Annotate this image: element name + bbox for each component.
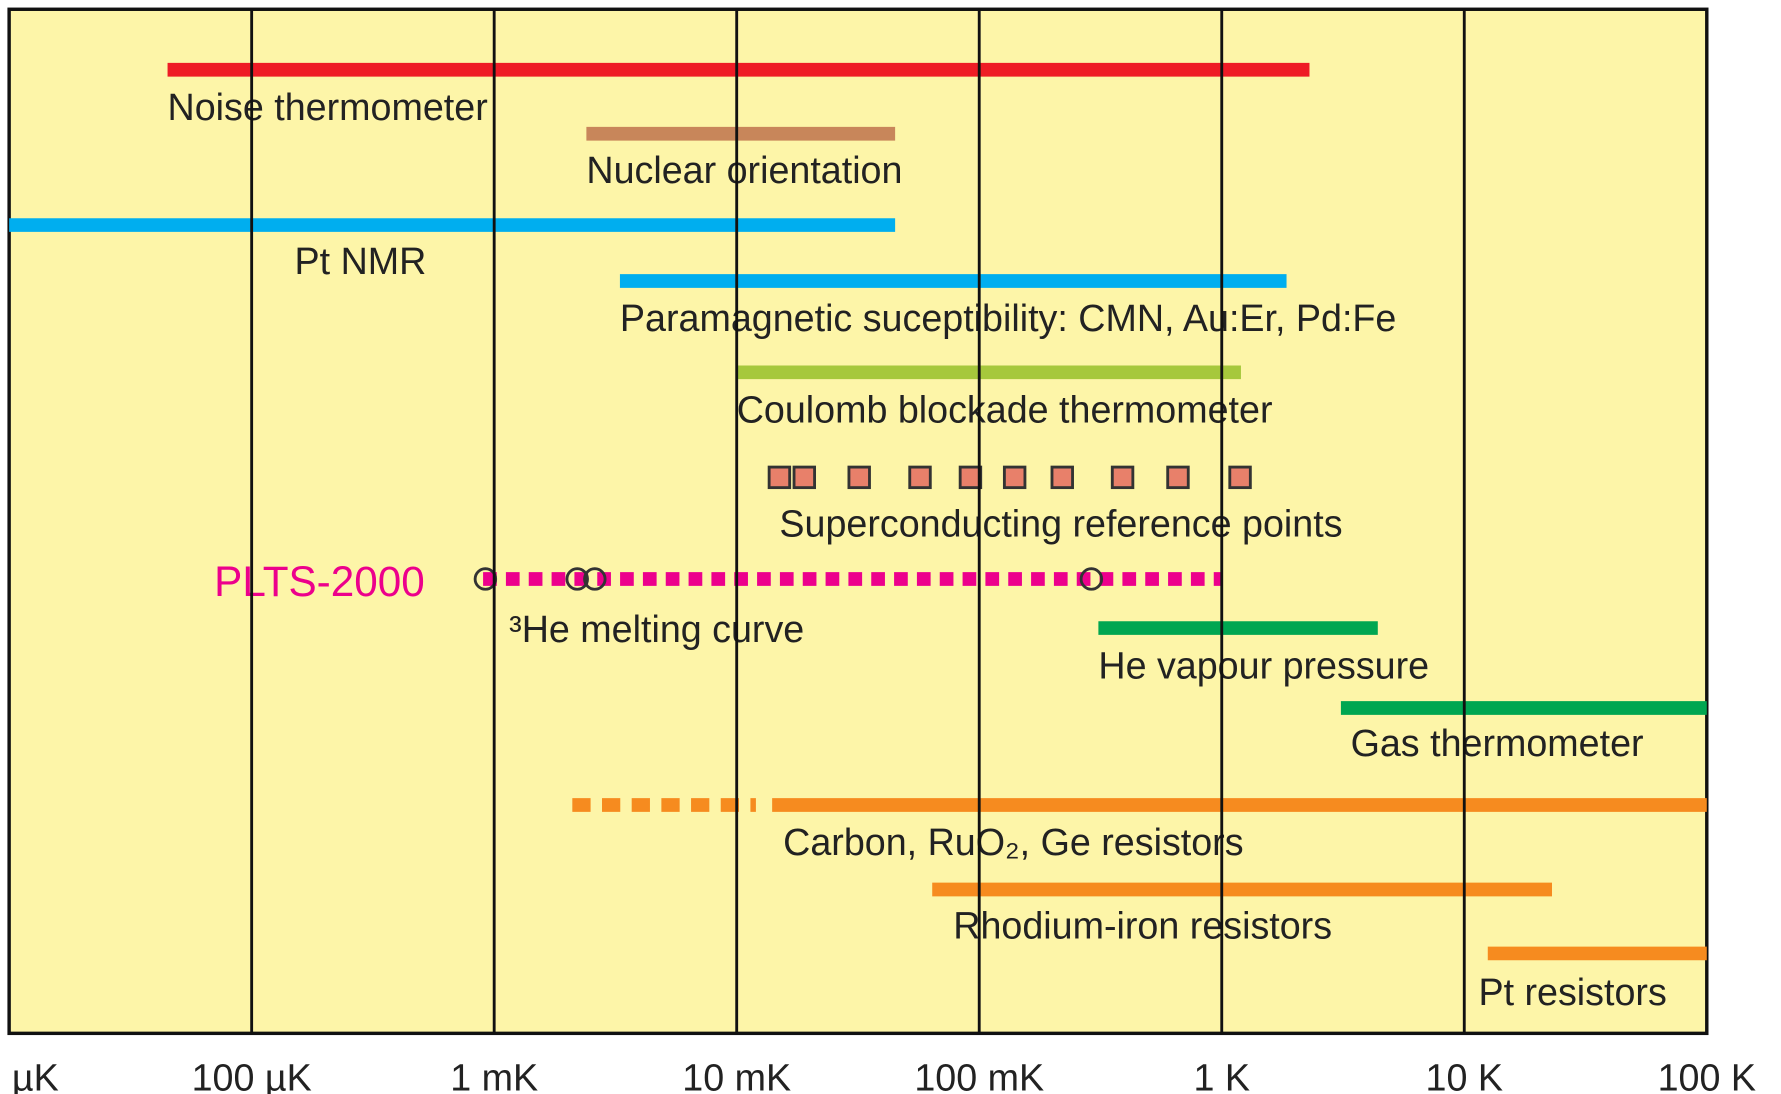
series-label: Pt NMR xyxy=(295,240,427,282)
plot-area xyxy=(7,7,1709,1036)
series-label: Noise thermometer xyxy=(168,86,488,128)
x-tick-label: 10 K xyxy=(1426,1056,1503,1094)
series-label: Pt resistors xyxy=(1478,971,1666,1013)
x-tick-label: 10 µK xyxy=(0,1056,59,1094)
series-label: Rhodium-iron resistors xyxy=(953,905,1332,947)
reference-point xyxy=(767,465,792,490)
series-label: PLTS-2000 xyxy=(214,558,425,605)
series-label: Gas thermometer xyxy=(1351,722,1644,764)
x-tick-label: 100 K xyxy=(1658,1056,1756,1094)
reference-point xyxy=(1110,465,1135,490)
reference-point xyxy=(958,465,983,490)
reference-point xyxy=(908,465,932,490)
series-label: Superconducting reference points xyxy=(779,503,1342,545)
reference-point xyxy=(1228,465,1252,490)
reference-point xyxy=(792,465,817,490)
points-label: ³He melting curve xyxy=(509,608,804,650)
series-label: Coulomb blockade thermometer xyxy=(737,389,1273,431)
fixed-point xyxy=(473,567,498,591)
fixed-point xyxy=(565,567,589,591)
reference-point xyxy=(1002,465,1027,490)
x-tick-label: 1 K xyxy=(1193,1056,1250,1094)
x-tick-label: 100 µK xyxy=(192,1056,312,1094)
series-label: Nuclear orientation xyxy=(586,149,902,191)
fixed-point xyxy=(583,567,607,591)
series-label: Paramagnetic suceptibility: CMN, Au:Er, … xyxy=(620,297,1396,339)
reference-point xyxy=(1050,465,1074,490)
series-label: He vapour pressure xyxy=(1098,644,1429,686)
fixed-point xyxy=(1079,567,1104,591)
series-label: Carbon, RuO₂, Ge resistors xyxy=(783,821,1243,863)
reference-point xyxy=(1166,465,1190,490)
x-tick-label: 100 mK xyxy=(914,1056,1044,1094)
x-tick-label: 1 mK xyxy=(450,1056,538,1094)
x-tick-label: 10 mK xyxy=(682,1056,791,1094)
reference-point xyxy=(847,465,871,490)
